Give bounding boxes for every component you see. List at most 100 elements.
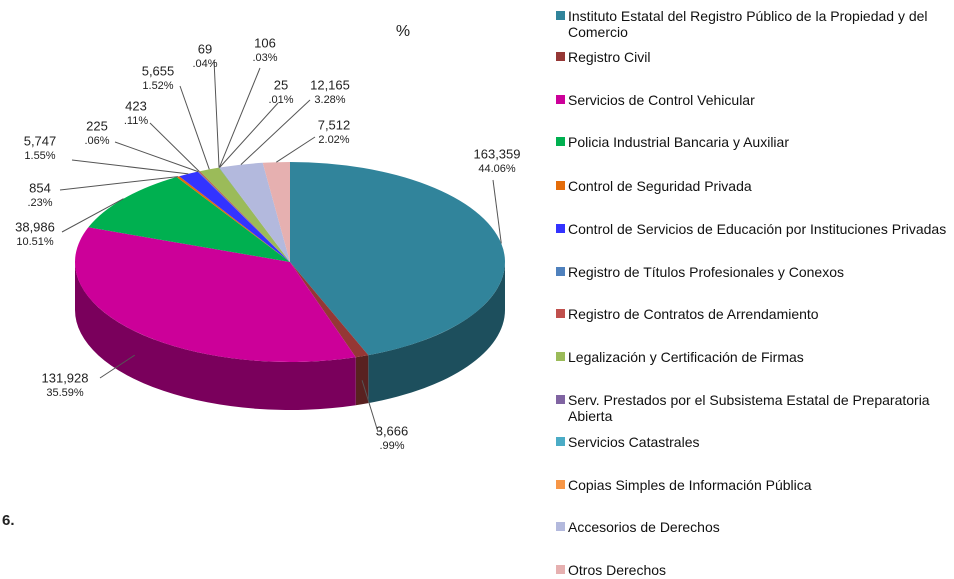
- legend-item: Copias Simples de Información Pública: [556, 477, 948, 493]
- legend-item: Otros Derechos: [556, 562, 948, 578]
- data-label: 25: [274, 77, 288, 92]
- data-label: 225: [86, 118, 108, 133]
- data-label: 106: [254, 35, 276, 50]
- legend-label: Copias Simples de Información Pública: [568, 477, 812, 493]
- leader-line: [179, 85, 210, 170]
- slice-side: [368, 262, 505, 404]
- annotation: 6.: [2, 512, 15, 529]
- data-label: 3,666: [376, 423, 409, 438]
- percent-label: 44.06%: [478, 163, 516, 175]
- slice: [179, 171, 290, 262]
- legend-item: Servicios de Control Vehicular: [556, 92, 948, 108]
- slice: [290, 162, 505, 356]
- leader-line: [61, 198, 124, 233]
- leader-line: [71, 159, 189, 175]
- leader-line: [59, 176, 178, 191]
- legend-item: Control de Servicios de Educación por In…: [556, 221, 948, 237]
- slice: [219, 167, 290, 262]
- legend-label: Otros Derechos: [568, 562, 667, 578]
- slice: [74, 227, 356, 362]
- slice-side: [75, 262, 356, 410]
- legend-swatch: [556, 480, 565, 489]
- data-label: 7,512: [318, 117, 351, 132]
- slice: [199, 167, 290, 262]
- legend-item: Control de Seguridad Privada: [556, 178, 948, 194]
- legend-item: Servicios Catastrales: [556, 434, 948, 450]
- legend-label: Serv. Prestados por el Subsistema Estata…: [568, 392, 930, 424]
- percent-label: 2.02%: [318, 134, 349, 146]
- percent-label: .99%: [379, 440, 404, 452]
- slice: [218, 167, 290, 262]
- percent-label: 1.55%: [24, 150, 55, 162]
- percent-label: 1.52%: [142, 80, 173, 92]
- legend-swatch: [556, 309, 565, 318]
- legend-item: Registro Civil: [556, 49, 948, 65]
- legend-item: Legalización y Certificación de Firmas: [556, 349, 948, 365]
- slice: [262, 162, 290, 262]
- legend-item: Instituto Estatal del Registro Público d…: [556, 8, 948, 40]
- percent-label: 10.51%: [16, 236, 54, 248]
- legend-label: Control de Servicios de Educación por In…: [568, 221, 947, 237]
- chart-title: %: [396, 23, 410, 40]
- slice: [197, 171, 290, 262]
- legend-label: Registro de Contratos de Arrendamiento: [568, 306, 819, 322]
- legend-label: Policia Industrial Bancaria y Auxiliar: [568, 134, 789, 150]
- slice-side: [355, 355, 369, 406]
- legend-label: Control de Seguridad Privada: [568, 178, 752, 194]
- data-label: 854: [29, 180, 51, 195]
- legend-label: Instituto Estatal del Registro Público d…: [568, 8, 928, 40]
- legend-item: Accesorios de Derechos: [556, 519, 948, 535]
- legend-swatch: [556, 95, 565, 104]
- legend-swatch: [556, 224, 565, 233]
- legend-label: Accesorios de Derechos: [568, 519, 720, 535]
- legend-label: Servicios Catastrales: [568, 434, 700, 450]
- legend-label: Legalización y Certificación de Firmas: [568, 349, 804, 365]
- percent-label: .03%: [252, 52, 277, 64]
- data-label: 38,986: [15, 219, 55, 234]
- data-label: 69: [198, 41, 212, 56]
- leader-line: [99, 354, 135, 379]
- data-label: 131,928: [42, 370, 89, 385]
- legend-swatch: [556, 267, 565, 276]
- legend-swatch: [556, 352, 565, 361]
- leader-line: [219, 102, 279, 168]
- legend-swatch: [556, 522, 565, 531]
- legend-item: Serv. Prestados por el Subsistema Estata…: [556, 392, 948, 424]
- slice: [290, 262, 369, 358]
- leader-line: [149, 122, 200, 172]
- legend-label: Registro Civil: [568, 49, 651, 65]
- legend-label: Servicios de Control Vehicular: [568, 92, 755, 108]
- percent-label: .01%: [268, 94, 293, 106]
- slice: [176, 176, 290, 262]
- legend-swatch: [556, 437, 565, 446]
- leader-line: [213, 59, 220, 168]
- legend-swatch: [556, 395, 565, 404]
- data-label: 5,655: [142, 63, 175, 78]
- percent-label: 35.59%: [46, 387, 84, 399]
- legend-swatch: [556, 565, 565, 574]
- legend-swatch: [556, 52, 565, 61]
- legend-swatch: [556, 181, 565, 190]
- percent-label: .11%: [124, 115, 148, 127]
- slice: [198, 171, 290, 262]
- leader-line: [114, 141, 199, 173]
- percent-label: 3.28%: [314, 94, 345, 106]
- slice: [219, 167, 290, 262]
- percent-label: .04%: [192, 58, 217, 70]
- percent-label: .23%: [27, 197, 52, 209]
- percent-label: .06%: [84, 135, 109, 147]
- legend-item: Policia Industrial Bancaria y Auxiliar: [556, 134, 948, 150]
- leader-line: [240, 99, 311, 166]
- legend-item: Registro de Contratos de Arrendamiento: [556, 306, 948, 322]
- legend-item: Registro de Títulos Profesionales y Cone…: [556, 264, 948, 280]
- legend-swatch: [556, 137, 565, 146]
- leader-line: [276, 136, 316, 163]
- slice: [88, 177, 290, 262]
- legend-label: Registro de Títulos Profesionales y Cone…: [568, 264, 844, 280]
- data-label: 12,165: [310, 77, 350, 92]
- data-label: 5,747: [24, 133, 57, 148]
- leader-line: [361, 380, 379, 433]
- data-label: 423: [125, 98, 147, 113]
